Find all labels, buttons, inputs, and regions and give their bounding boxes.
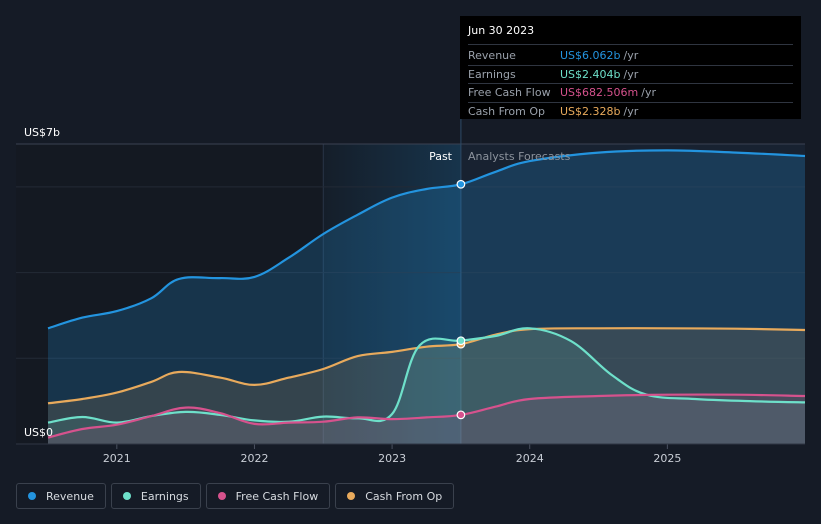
x-tick-label: 2022 [240, 452, 268, 465]
legend-item-revenue[interactable]: Revenue [16, 483, 106, 509]
y-axis-bottom-label: US$0 [24, 426, 53, 439]
tooltip-unit: /yr [623, 104, 639, 118]
tooltip-row-earnings: Earnings US$2.404b /yr [468, 66, 793, 84]
series-line-revenue [47, 149, 806, 330]
tooltip-unit: /yr [623, 49, 639, 62]
tooltip-row-cash-from-op: Cash From Op US$2.328b /yr [468, 103, 793, 121]
marker-revenue [456, 179, 466, 189]
forecast-label: Analysts Forecasts [468, 150, 571, 163]
tooltip-value: US$682.506m [560, 86, 639, 99]
legend-label: Revenue [46, 489, 94, 503]
series-line-cash-from-op [47, 327, 806, 405]
legend-dot-icon [347, 492, 356, 500]
series-area-cash-from-op [48, 328, 805, 444]
series-area-free-cash-flow [48, 394, 805, 444]
tooltip-label: Earnings [468, 67, 516, 81]
legend: Revenue Earnings Free Cash Flow Cash Fro… [16, 483, 455, 511]
tooltip-row-free-cash-flow: Free Cash Flow US$682.506m /yr [468, 84, 793, 103]
tooltip-value: US$2.328b [560, 104, 621, 118]
highlight-band [323, 144, 461, 444]
legend-item-free-cash-flow[interactable]: Free Cash Flow [205, 483, 331, 509]
tooltip-date: Jun 30 2023 [468, 24, 793, 45]
past-label: Past [429, 150, 453, 163]
legend-label: Earnings [140, 489, 189, 503]
x-tick-label: 2025 [653, 452, 681, 465]
tooltip: Jun 30 2023 Revenue US$6.062b /yr Earnin… [460, 16, 801, 119]
legend-dot-icon [217, 492, 226, 500]
series-area-earnings [48, 328, 805, 444]
tooltip-unit: /yr [623, 67, 639, 81]
tooltip-row-revenue: Revenue US$6.062b /yr [468, 47, 793, 66]
tooltip-unit: /yr [641, 86, 656, 99]
legend-item-earnings[interactable]: Earnings [110, 483, 201, 509]
legend-dot-icon [28, 492, 36, 500]
legend-label: Cash From Op [365, 489, 443, 503]
marker-earnings [456, 336, 466, 346]
legend-label: Free Cash Flow [235, 489, 319, 503]
series-area-revenue [48, 150, 805, 444]
marker-free-cash-flow [456, 410, 466, 420]
tooltip-value: US$6.062b [560, 49, 621, 62]
legend-item-cash-from-op[interactable]: Cash From Op [335, 483, 455, 509]
series-line-earnings [47, 327, 806, 424]
tooltip-label: Revenue [468, 49, 516, 62]
tooltip-label: Cash From Op [468, 104, 546, 118]
tooltip-label: Free Cash Flow [468, 86, 551, 99]
tooltip-value: US$2.404b [560, 67, 621, 81]
x-tick-label: 2023 [378, 452, 406, 465]
x-tick-label: 2021 [103, 452, 131, 465]
x-tick-label: 2024 [516, 452, 544, 465]
legend-dot-icon [122, 492, 131, 500]
y-axis-top-label: US$7b [24, 126, 60, 139]
series-line-free-cash-flow [47, 393, 806, 439]
